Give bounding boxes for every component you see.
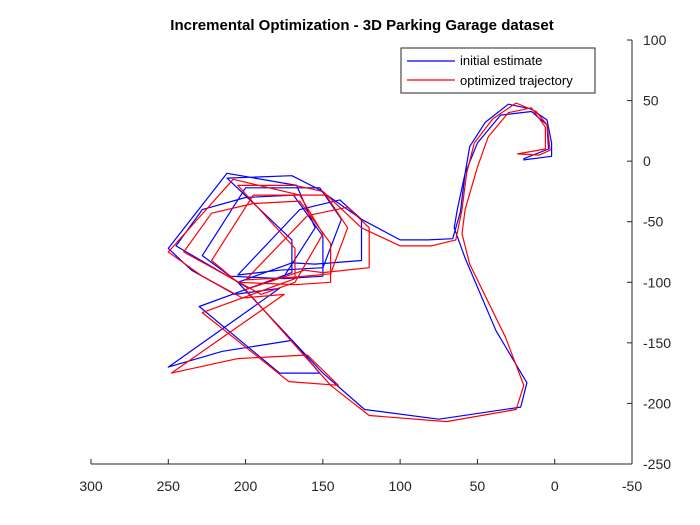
legend: initial estimate optimized trajectory: [400, 47, 596, 94]
series-line-optimized-trajectory: [167, 102, 551, 423]
y-ticks: 100 50 0 -50 -100 -150 -200 -250: [627, 32, 671, 472]
x-tick-label: 0: [551, 478, 559, 494]
x-tick-label: 50: [470, 478, 486, 494]
series-layer: [167, 102, 553, 423]
legend-label-initial-estimate: initial estimate: [460, 53, 542, 68]
x-tick-label: -50: [622, 478, 642, 494]
plot-area: [167, 102, 553, 423]
x-tick-label: 100: [388, 478, 412, 494]
x-ticks: 300 250 200 150 100 50 0 -50: [79, 459, 642, 494]
y-tick-label: -50: [643, 214, 663, 230]
y-tick-label: -100: [643, 274, 671, 290]
y-tick-label: 0: [643, 153, 651, 169]
x-tick-label: 150: [311, 478, 335, 494]
y-tick-label: -200: [643, 395, 671, 411]
legend-label-optimized-trajectory: optimized trajectory: [460, 73, 573, 88]
x-tick-label: 200: [234, 478, 258, 494]
y-tick-label: -150: [643, 335, 671, 351]
y-tick-label: 100: [643, 32, 667, 48]
y-tick-label: -250: [643, 456, 671, 472]
x-tick-label: 300: [79, 478, 103, 494]
y-tick-label: 50: [643, 93, 659, 109]
x-tick-label: 250: [157, 478, 181, 494]
chart-title: Incremental Optimization - 3D Parking Ga…: [170, 17, 553, 34]
series-line-initial-estimate: [167, 103, 553, 420]
legend-box: [400, 47, 596, 94]
